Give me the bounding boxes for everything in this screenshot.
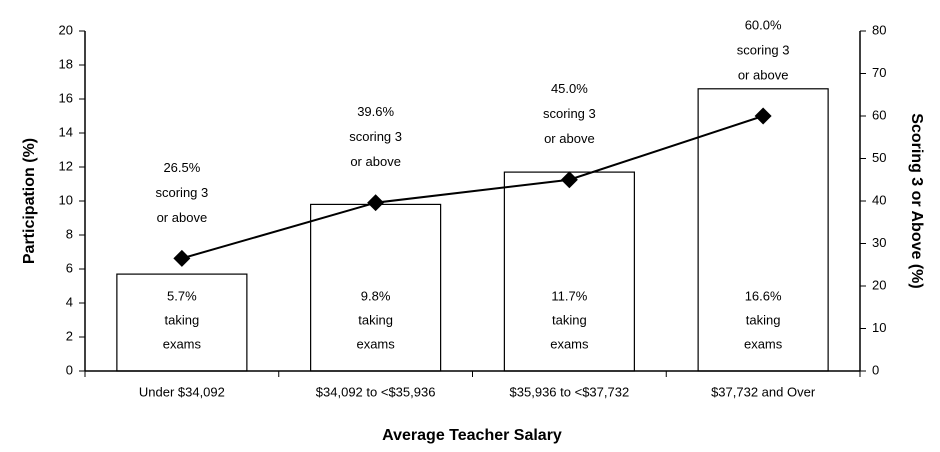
y2-tick-label: 0 [872,362,879,377]
bar-label: 16.6% [745,288,782,303]
y2-tick-label: 20 [872,277,886,292]
line-label: 60.0% [745,17,782,32]
line-label: scoring 3 [349,129,402,144]
y-tick-label: 12 [59,158,73,173]
y2-axis-title: Scoring 3 or Above (%) [908,113,925,288]
bar-label: taking [358,312,393,327]
y-tick-label: 8 [66,226,73,241]
bar [116,273,248,372]
bar-label: taking [165,312,200,327]
line-label: 26.5% [163,160,200,175]
bar-label: exams [550,336,589,351]
line-label: or above [738,67,789,82]
y-tick-label: 2 [66,328,73,343]
x-axis-title: Average Teacher Salary [382,427,562,444]
x-tick-label: Under $34,092 [139,384,225,399]
y2-tick-label: 40 [872,192,886,207]
marker [754,107,772,125]
y-axis-title: Participation (%) [21,138,38,264]
line-label: 45.0% [551,81,588,96]
marker [367,194,385,212]
y-tick-label: 18 [59,56,73,71]
y-tick-label: 0 [66,362,73,377]
bar-label: 5.7% [167,288,197,303]
y-tick-label: 6 [66,260,73,275]
bar-label: exams [744,336,783,351]
line-label: or above [544,131,595,146]
x-tick-label: $34,092 to <$35,936 [316,384,436,399]
y2-tick-label: 80 [872,22,886,37]
y-tick-label: 14 [59,124,73,139]
line-label: or above [157,210,208,225]
y2-tick-label: 30 [872,235,886,250]
y2-tick-label: 60 [872,107,886,122]
y-tick-label: 20 [59,22,73,37]
bar-label: exams [356,336,395,351]
marker [560,171,578,189]
line-label: scoring 3 [156,185,209,200]
y2-tick-label: 70 [872,65,886,80]
bar [697,88,829,372]
bar [310,203,442,372]
bar-label: 11.7% [551,288,587,303]
y-tick-label: 16 [59,90,73,105]
marker [173,249,191,267]
line-label: or above [350,154,401,169]
x-tick-label: $37,732 and Over [711,384,816,399]
bar-label: taking [746,312,781,327]
x-tick-label: $35,936 to <$37,732 [510,384,630,399]
bar-label: taking [552,312,587,327]
y2-tick-label: 50 [872,150,886,165]
y2-tick-label: 10 [872,320,886,335]
line-label: scoring 3 [543,106,596,121]
y-tick-label: 4 [66,294,73,309]
bar-label: 9.8% [361,288,391,303]
line [181,115,764,260]
line-label: 39.6% [357,104,394,119]
line-label: scoring 3 [737,42,790,57]
bar-label: exams [163,336,202,351]
y-tick-label: 10 [59,192,73,207]
